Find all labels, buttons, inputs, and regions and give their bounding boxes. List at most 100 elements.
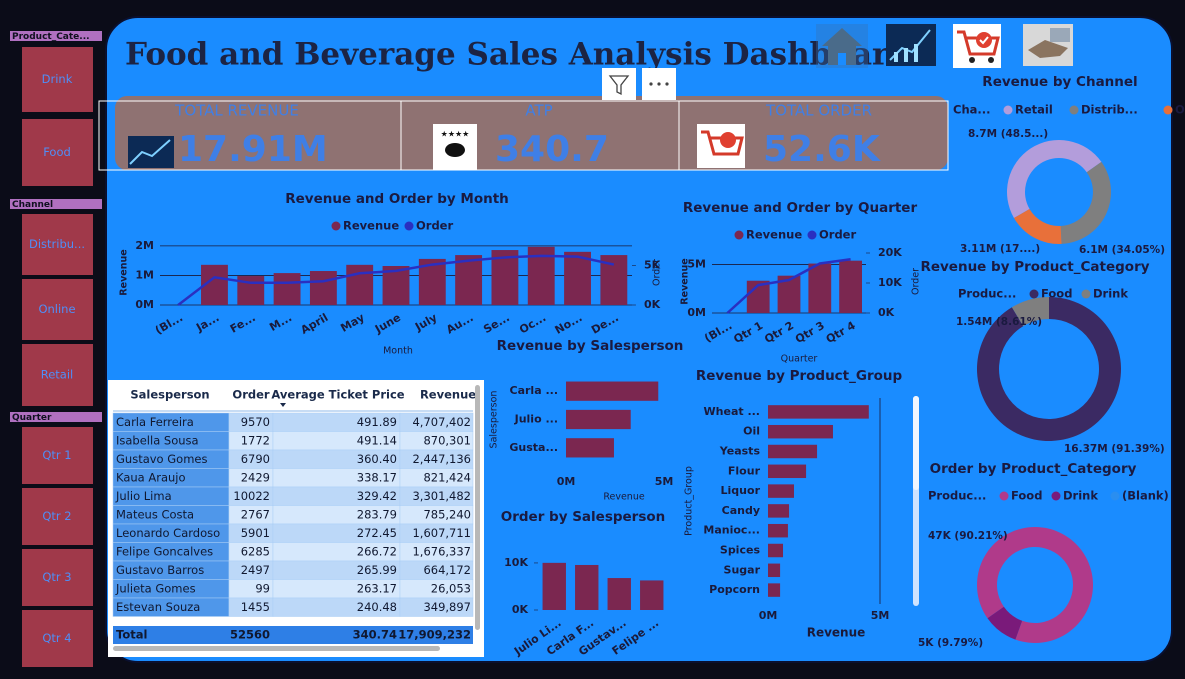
legend-swatch [1051,491,1061,501]
home-button[interactable] [816,24,868,68]
table-header[interactable]: Revenue [420,388,476,402]
table-cell-text: 1455 [241,600,270,614]
slicer-item-label[interactable]: Online [38,302,75,316]
table-cell-text: 491.89 [357,415,397,429]
chart-title: Revenue and Order by Month [285,191,509,207]
slicer-header-bar [10,412,102,422]
y-tick-label: 2M [135,239,154,252]
cart-button[interactable] [953,24,1001,68]
kpi-label: TOTAL REVENUE [174,102,299,120]
data-label: 1.54M (8.61%) [956,316,1042,328]
table-cell-text: 664,172 [423,563,471,577]
category-label: Flour [728,464,761,477]
slicer-item[interactable] [22,427,93,484]
slicer-item-label[interactable]: Qtr 4 [42,631,71,645]
bar [566,438,614,458]
table-header[interactable]: Average Ticket Price [271,388,404,402]
table-cell-text: Mateus Costa [116,508,194,522]
order-line [726,258,851,314]
bar [542,562,566,610]
scrollbar-thumb[interactable] [913,396,919,490]
table-cell-text: 870,301 [423,434,471,448]
category-label: Gusta... [509,441,558,454]
slicer-item[interactable] [22,344,93,406]
legend-title: Cha... [953,103,991,117]
slicer-item[interactable] [22,488,93,545]
legend-swatch [1003,105,1013,115]
chart-title: Order by Salesperson [501,509,666,525]
y-axis-label: Product_Group [684,466,695,536]
table-cell-text: 5901 [241,526,270,540]
slicer-item-label[interactable]: Food [43,145,71,159]
slicer-item[interactable] [22,47,93,112]
y-tick-label: 0K [512,603,529,616]
chart-title: Order by Product_Category [930,461,1137,477]
legend-title: Produc... [928,489,986,503]
slicer-item-label[interactable]: Qtr 1 [42,448,71,462]
slicer-item[interactable] [22,119,93,186]
slicer-item[interactable] [22,279,93,340]
table-cell-text: 26,053 [431,582,471,596]
legend-title: Produc... [958,287,1016,301]
slicer-item[interactable] [22,549,93,606]
legend-swatch [1110,491,1120,501]
analytics-button[interactable] [886,24,936,66]
legend-label: Order [416,219,453,233]
table-cell-text: 10022 [233,489,270,503]
donut-slice [987,606,1023,640]
slicer-item-label[interactable]: Distribu... [29,237,85,251]
kpi-label: ATP [525,102,552,120]
bar [768,504,790,518]
legend-label: Order [819,228,856,242]
bar [768,464,807,479]
slicer-item-label[interactable]: Retail [41,368,74,382]
table-total-text: 52560 [230,628,270,642]
x-axis-label: Revenue [807,626,866,640]
donut-slice [977,297,1121,441]
bar [768,484,794,498]
legend-swatch [734,230,744,240]
slicer-item[interactable] [22,214,93,275]
table-cell-text: 329.42 [357,489,397,503]
revenue-bar [839,260,862,313]
slicer-item-label[interactable]: Qtr 3 [42,570,71,584]
nav-icons [816,24,1073,68]
table-scrollbar-v[interactable] [475,385,480,630]
bar [768,444,818,459]
slicer-item[interactable] [22,610,93,667]
kpi-outline [98,100,949,171]
slicer-item-label[interactable]: Drink [42,72,73,86]
table-cell-text: 4,707,402 [412,415,471,429]
donut-slice [1060,161,1111,244]
donut-slice [1011,297,1049,327]
chart-title: Revenue and Order by Quarter [683,200,918,216]
table-cell-text: 1772 [241,434,270,448]
y2-tick-label: 5K [644,258,661,271]
y2-axis-label: Order [911,268,922,295]
table-header[interactable]: Order [232,388,269,402]
slicer-title: Product_Cate... [12,32,90,42]
slicer-header-bar [10,199,102,209]
y-tick-label: 0M [135,298,154,311]
chart-title: Revenue by Salesperson [497,338,684,354]
handshake-button[interactable] [1023,24,1073,66]
data-label: 47K (90.21%) [928,530,1008,542]
table-scrollbar-h[interactable] [113,646,440,651]
table-cell-text: 2767 [241,508,270,522]
table-cell-text: 240.48 [357,600,397,614]
filter-button[interactable] [602,68,636,100]
x-axis-label: Month [383,346,413,357]
table-header[interactable]: Salesperson [130,388,209,402]
more-options-button[interactable] [642,68,676,100]
y2-tick-label: 20K [878,246,902,259]
chart-title: Revenue by Channel [982,74,1137,90]
kpi-value: 17.91M [178,129,328,170]
table-cell-text: Isabella Sousa [116,434,199,448]
kpi-value: 52.6K [763,129,881,170]
legend-label: Food [1011,489,1042,503]
legend-swatch [404,221,414,231]
table-cell-text: 821,424 [423,471,471,485]
y-tick-label: 5M [687,258,706,271]
slicer-item-label[interactable]: Qtr 2 [42,509,71,523]
